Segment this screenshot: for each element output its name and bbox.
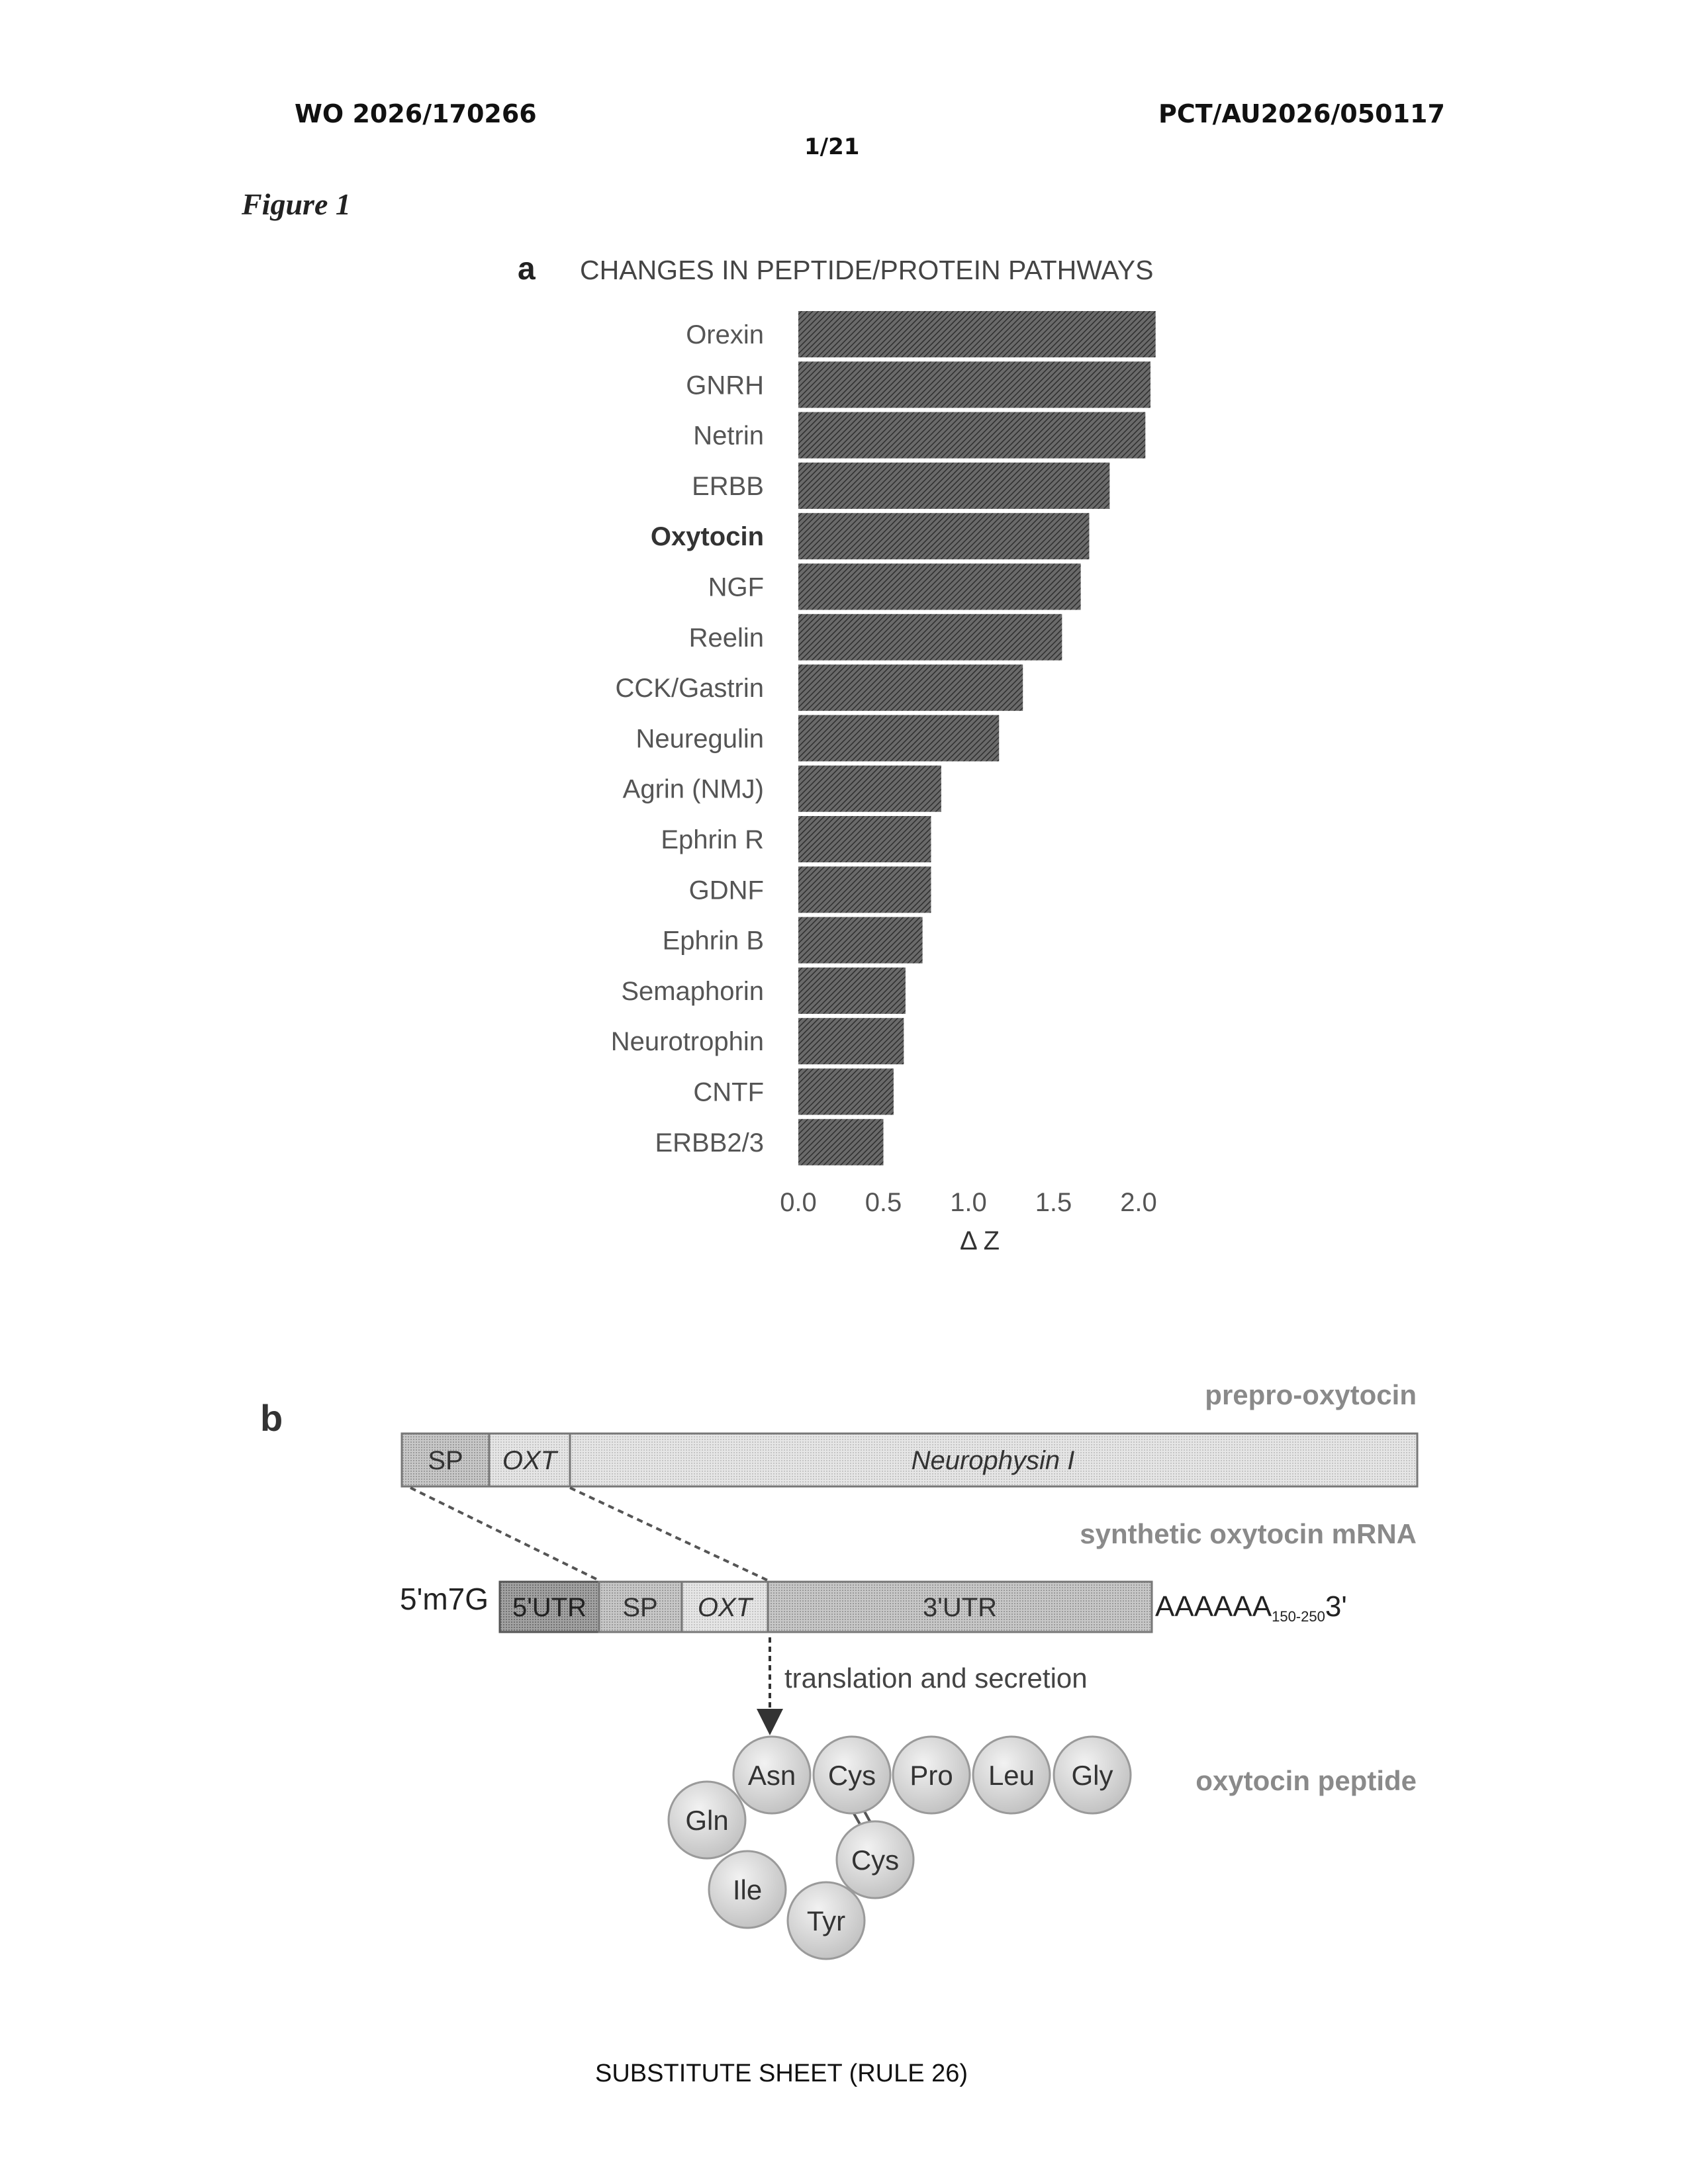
x-tick-label: 1.5 xyxy=(1035,1188,1072,1217)
category-label: ERBB xyxy=(692,472,764,501)
bar-oxytocin xyxy=(798,513,1089,559)
prepro-oxt-label: OXT xyxy=(502,1446,559,1475)
residue-label-cys: Cys xyxy=(851,1844,899,1876)
mrna-3utr-label: 3'UTR xyxy=(923,1593,997,1622)
bar-ephrin-b xyxy=(798,917,923,964)
category-label: Netrin xyxy=(693,422,764,451)
bar-cntf xyxy=(798,1069,894,1115)
x-tick-label: 1.0 xyxy=(950,1188,987,1217)
residue-label-gly: Gly xyxy=(1072,1760,1113,1791)
bar-erbb2-3 xyxy=(798,1119,884,1165)
prepro-oxytocin-bar: SP OXT Neurophysin I xyxy=(402,1433,1417,1486)
category-label: Reelin xyxy=(689,623,764,653)
residue-label-ile: Ile xyxy=(733,1874,762,1905)
category-label: Ephrin R xyxy=(661,825,764,854)
prepro-sp-label: SP xyxy=(428,1446,463,1475)
category-label: CCK/Gastrin xyxy=(616,674,765,703)
category-label: GDNF xyxy=(689,876,764,905)
x-tick-label: 0.0 xyxy=(780,1188,817,1217)
mrna-oxt-label: OXT xyxy=(698,1593,754,1622)
residue-label-asn: Asn xyxy=(748,1760,796,1791)
residue-label-cys: Cys xyxy=(828,1760,876,1791)
bar-ephrin-r xyxy=(798,816,931,862)
x-axis-label: Δ Z xyxy=(960,1226,1000,1255)
bar-gnrh xyxy=(798,361,1150,408)
category-label: Neuregulin xyxy=(636,724,764,753)
panel-b-letter: b xyxy=(260,1397,283,1439)
synthetic-mrna-label: synthetic oxytocin mRNA xyxy=(1080,1518,1417,1549)
residue-label-leu: Leu xyxy=(988,1760,1035,1791)
prepro-neurophysin-label: Neurophysin I xyxy=(912,1446,1075,1475)
bar-erbb xyxy=(798,463,1109,509)
chart-title: CHANGES IN PEPTIDE/PROTEIN PATHWAYS xyxy=(580,255,1153,285)
panel-b-diagram: b prepro-oxytocin SP OXT Neurophysin I s… xyxy=(0,1357,1688,1985)
translation-label: translation and secretion xyxy=(784,1662,1088,1694)
mapping-line-left xyxy=(410,1488,599,1580)
category-label: Ephrin B xyxy=(663,927,764,956)
x-tick-label: 0.5 xyxy=(865,1188,902,1217)
panel-a-letter: a xyxy=(518,251,536,287)
residue-label-pro: Pro xyxy=(910,1760,953,1791)
bar-netrin xyxy=(798,412,1145,459)
bars-group xyxy=(798,311,1156,1165)
category-label: GNRH xyxy=(686,371,764,400)
category-labels: Orexin GNRH Netrin ERBB Oxytocin NGF Reelin CCK… xyxy=(611,320,764,1158)
bar-ngf xyxy=(798,564,1081,610)
x-tick-label: 2.0 xyxy=(1120,1188,1157,1217)
bar-cck-gastrin xyxy=(798,664,1023,711)
mrna-sp-label: SP xyxy=(622,1593,657,1622)
bar-neuregulin xyxy=(798,715,999,761)
residue-label-gln: Gln xyxy=(685,1805,728,1836)
panel-a-chart: a CHANGES IN PEPTIDE/PROTEIN PATHWAYS Or… xyxy=(0,0,1688,1291)
category-label: Neurotrophin xyxy=(611,1027,764,1056)
bar-reelin xyxy=(798,614,1062,660)
mrna-5utr-label: 5'UTR xyxy=(512,1593,586,1622)
category-label: Oxytocin xyxy=(651,522,764,551)
prepro-oxytocin-label: prepro-oxytocin xyxy=(1205,1379,1417,1410)
polya-tail: AAAAAA150-2503' xyxy=(1155,1590,1347,1625)
category-label: ERBB2/3 xyxy=(655,1128,764,1158)
bar-semaphorin xyxy=(798,968,906,1014)
x-axis-ticks: 0.0 0.5 1.0 1.5 2.0 xyxy=(780,1188,1157,1217)
bar-neurotrophin xyxy=(798,1018,904,1064)
bar-agrin-nmj xyxy=(798,766,941,812)
bar-gdnf xyxy=(798,866,931,913)
footer-note: SUBSTITUTE SHEET (RULE 26) xyxy=(595,2060,968,2088)
oxytocin-peptide-label: oxytocin peptide xyxy=(1196,1765,1417,1796)
category-label: NGF xyxy=(708,573,764,602)
category-label: Orexin xyxy=(686,320,764,349)
category-label: CNTF xyxy=(693,1078,764,1107)
category-label: Agrin (NMJ) xyxy=(623,775,764,804)
mapping-line-right xyxy=(570,1488,768,1580)
residue-label-tyr: Tyr xyxy=(807,1905,845,1936)
cap-label: 5'm7G xyxy=(400,1582,489,1616)
synthetic-mrna-bar: 5'UTR SP OXT 3'UTR xyxy=(500,1582,1152,1632)
oxytocin-residues: Asn Cys Pro Leu Gly Gln Cys Ile Tyr xyxy=(669,1737,1131,1959)
bar-orexin xyxy=(798,311,1156,357)
category-label: Semaphorin xyxy=(621,977,764,1006)
